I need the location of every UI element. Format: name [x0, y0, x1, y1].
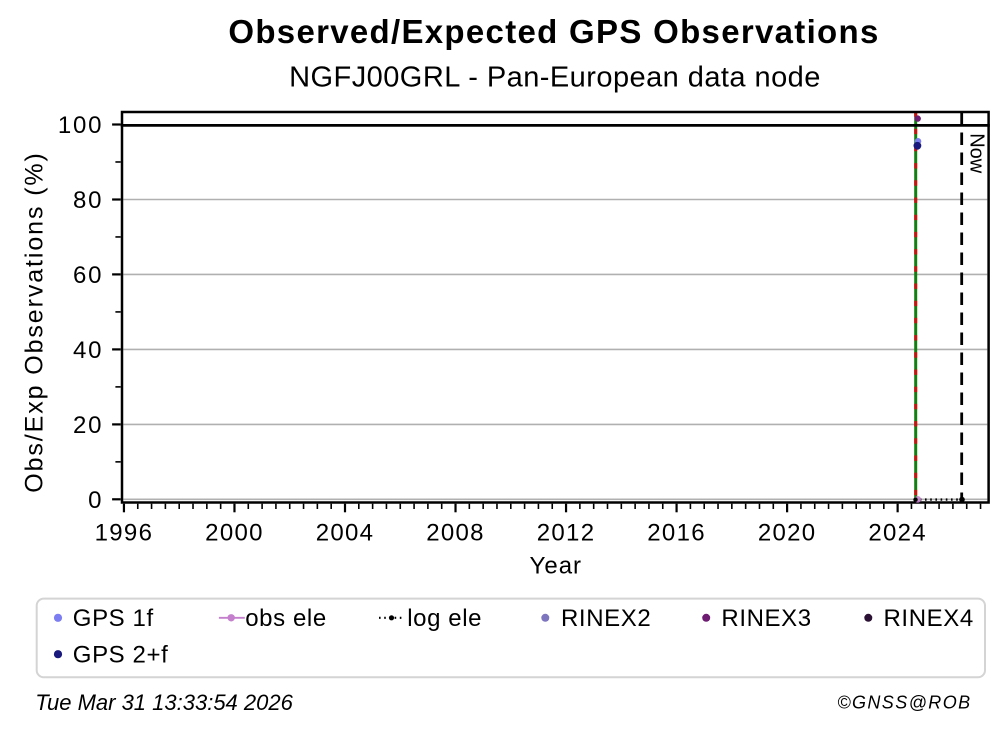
- svg-text:NGFJ00GRL - Pan-European data: NGFJ00GRL - Pan-European data node: [289, 62, 821, 94]
- svg-text:60: 60: [73, 262, 103, 289]
- svg-text:Obs/Exp Observations (%): Obs/Exp Observations (%): [21, 151, 49, 493]
- svg-text:©GNSS@ROB: ©GNSS@ROB: [837, 693, 971, 713]
- svg-text:log ele: log ele: [407, 605, 482, 632]
- svg-text:Observed/Expected GPS Observat: Observed/Expected GPS Observations: [228, 13, 879, 50]
- svg-text:100: 100: [58, 112, 103, 139]
- svg-text:Year: Year: [530, 553, 583, 580]
- svg-text:Now: Now: [966, 133, 988, 174]
- svg-text:2004: 2004: [316, 520, 375, 547]
- svg-text:RINEX4: RINEX4: [884, 605, 974, 632]
- svg-text:1996: 1996: [95, 520, 154, 547]
- svg-text:20: 20: [73, 412, 103, 439]
- svg-text:GPS 2+f: GPS 2+f: [73, 642, 169, 669]
- svg-text:0: 0: [88, 487, 103, 514]
- svg-text:80: 80: [73, 187, 103, 214]
- svg-text:2008: 2008: [426, 520, 485, 547]
- svg-text:2012: 2012: [537, 520, 596, 547]
- svg-text:GPS 1f: GPS 1f: [73, 605, 154, 632]
- svg-text:40: 40: [73, 337, 103, 364]
- svg-text:RINEX3: RINEX3: [721, 605, 811, 632]
- svg-text:RINEX2: RINEX2: [561, 605, 651, 632]
- svg-text:2024: 2024: [868, 520, 927, 547]
- svg-text:2000: 2000: [205, 520, 264, 547]
- svg-text:obs ele: obs ele: [245, 605, 327, 632]
- svg-text:2020: 2020: [758, 520, 817, 547]
- svg-text:Tue Mar 31 13:33:54 2026: Tue Mar 31 13:33:54 2026: [35, 690, 293, 715]
- svg-text:2016: 2016: [647, 520, 706, 547]
